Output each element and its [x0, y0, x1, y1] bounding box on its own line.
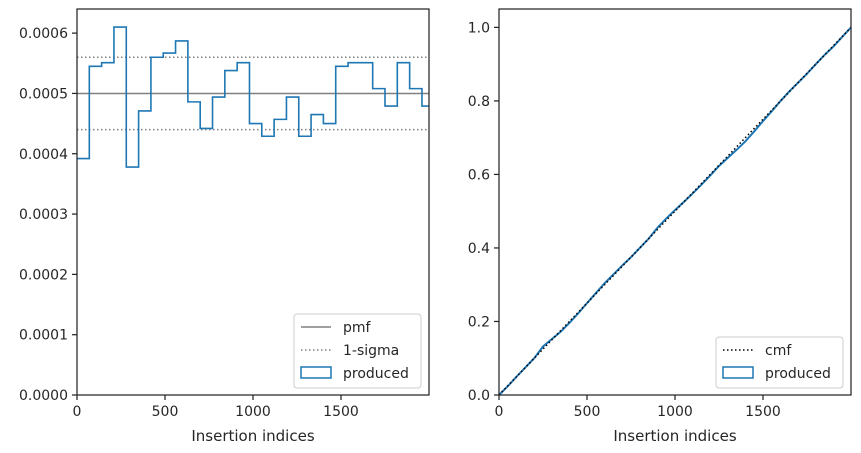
left-x-axis-label: Insertion indices — [191, 427, 314, 445]
right-plot-area — [499, 9, 851, 395]
left-marks — [77, 26, 429, 168]
left-y-tick-label: 0.0000 — [19, 388, 68, 404]
left-legend-sigma-label: 1-sigma — [343, 343, 399, 359]
cmf-line — [498, 26, 852, 396]
left-x-tick-label: 1500 — [323, 404, 359, 420]
left-chart: 0 500 1000 1500 0.0000 0.0001 0.0002 0.0003 0.00… — [19, 8, 430, 445]
right-y-tick-label: 1.0 — [468, 20, 490, 36]
left-y-tick-label: 0.0001 — [19, 328, 68, 344]
left-legend: pmf 1-sigma produced — [293, 313, 422, 389]
right-chart: 0 500 1000 1500 0.0 0.2 0.4 0.6 0.8 1.0 Insertion… — [468, 8, 852, 445]
right-y-tick-label: 0.6 — [468, 167, 490, 183]
left-legend-pmf-label: pmf — [343, 320, 372, 336]
produced-histogram — [77, 26, 429, 168]
right-y-tick-label: 0.4 — [468, 241, 490, 257]
right-legend-cmf-label: cmf — [765, 343, 792, 359]
right-legend-produced-swatch — [722, 366, 754, 379]
right-x-tick-label: 0 — [495, 404, 504, 420]
left-ticks: 0 500 1000 1500 0.0000 0.0001 0.0002 0.0003 0.00… — [19, 26, 359, 420]
left-y-tick-label: 0.0003 — [19, 207, 68, 223]
right-y-tick-label: 0.0 — [468, 388, 490, 404]
left-y-tick-label: 0.0006 — [19, 26, 68, 42]
right-legend-produced-label: produced — [765, 366, 831, 382]
left-y-tick-label: 0.0004 — [19, 147, 68, 163]
right-ticks: 0 500 1000 1500 0.0 0.2 0.4 0.6 0.8 1.0 — [468, 20, 781, 420]
right-x-tick-label: 500 — [574, 404, 601, 420]
left-legend-produced-label: produced — [343, 366, 409, 382]
right-x-tick-label: 1500 — [745, 404, 781, 420]
left-y-tick-label: 0.0002 — [19, 267, 68, 283]
left-x-tick-label: 0 — [73, 404, 82, 420]
right-y-tick-label: 0.8 — [468, 94, 490, 110]
left-x-tick-label: 500 — [152, 404, 179, 420]
right-x-tick-label: 1000 — [657, 404, 693, 420]
left-x-tick-label: 1000 — [235, 404, 271, 420]
right-x-axis-label: Insertion indices — [613, 427, 736, 445]
left-y-tick-label: 0.0005 — [19, 86, 68, 102]
left-legend-box — [293, 313, 422, 389]
right-legend: cmf produced — [715, 336, 844, 389]
left-legend-produced-swatch — [300, 366, 332, 379]
right-marks — [498, 26, 852, 396]
right-y-tick-label: 0.2 — [468, 314, 490, 330]
